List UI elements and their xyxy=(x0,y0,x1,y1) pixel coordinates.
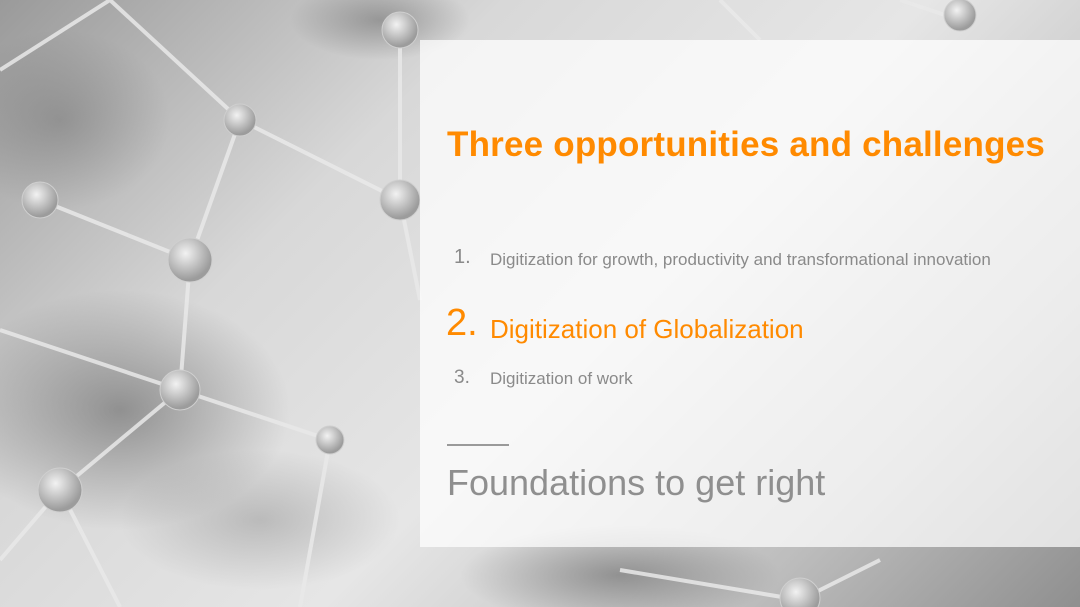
slide-title: Three opportunities and challenges xyxy=(447,125,1046,164)
list-item-text: Digitization for growth, productivity an… xyxy=(490,250,991,269)
list-item-number: 3. xyxy=(454,367,470,388)
list-item-number: 1. xyxy=(454,246,471,268)
list-item-number: 2. xyxy=(446,302,478,344)
list-item-text: Digitization of work xyxy=(490,369,633,388)
list-item-text: Digitization of Globalization xyxy=(490,314,804,344)
section-subtitle: Foundations to get right xyxy=(447,462,826,503)
content-panel xyxy=(420,40,1080,547)
divider xyxy=(447,444,509,446)
